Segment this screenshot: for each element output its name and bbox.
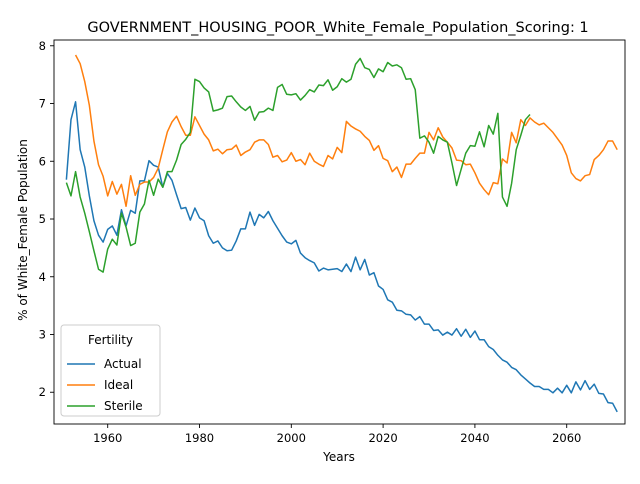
x-axis-label: Years	[322, 450, 355, 464]
legend-label: Actual	[104, 357, 142, 371]
x-tick-label: 2000	[277, 431, 306, 445]
x-tick-label: 1980	[185, 431, 214, 445]
y-tick-label: 6	[39, 154, 46, 168]
y-tick-label: 3	[39, 327, 46, 341]
x-tick-label: 1960	[93, 431, 122, 445]
legend-label: Sterile	[104, 399, 143, 413]
x-tick-label: 2040	[460, 431, 489, 445]
y-tick-label: 7	[39, 97, 46, 111]
legend: Fertility Actual Ideal Sterile	[61, 325, 160, 416]
x-tick-label: 2060	[552, 431, 581, 445]
legend-label: Ideal	[104, 378, 133, 392]
y-tick-label: 2	[39, 385, 46, 399]
legend-title: Fertility	[88, 333, 133, 347]
y-tick-label: 5	[39, 212, 46, 226]
y-tick-label: 8	[39, 39, 46, 53]
y-tick-label: 4	[39, 270, 46, 284]
x-tick-label: 2020	[368, 431, 397, 445]
chart-title: GOVERNMENT_HOUSING_POOR_White_Female_Pop…	[87, 20, 588, 36]
y-axis-label: % of White_Female Population	[16, 139, 30, 321]
